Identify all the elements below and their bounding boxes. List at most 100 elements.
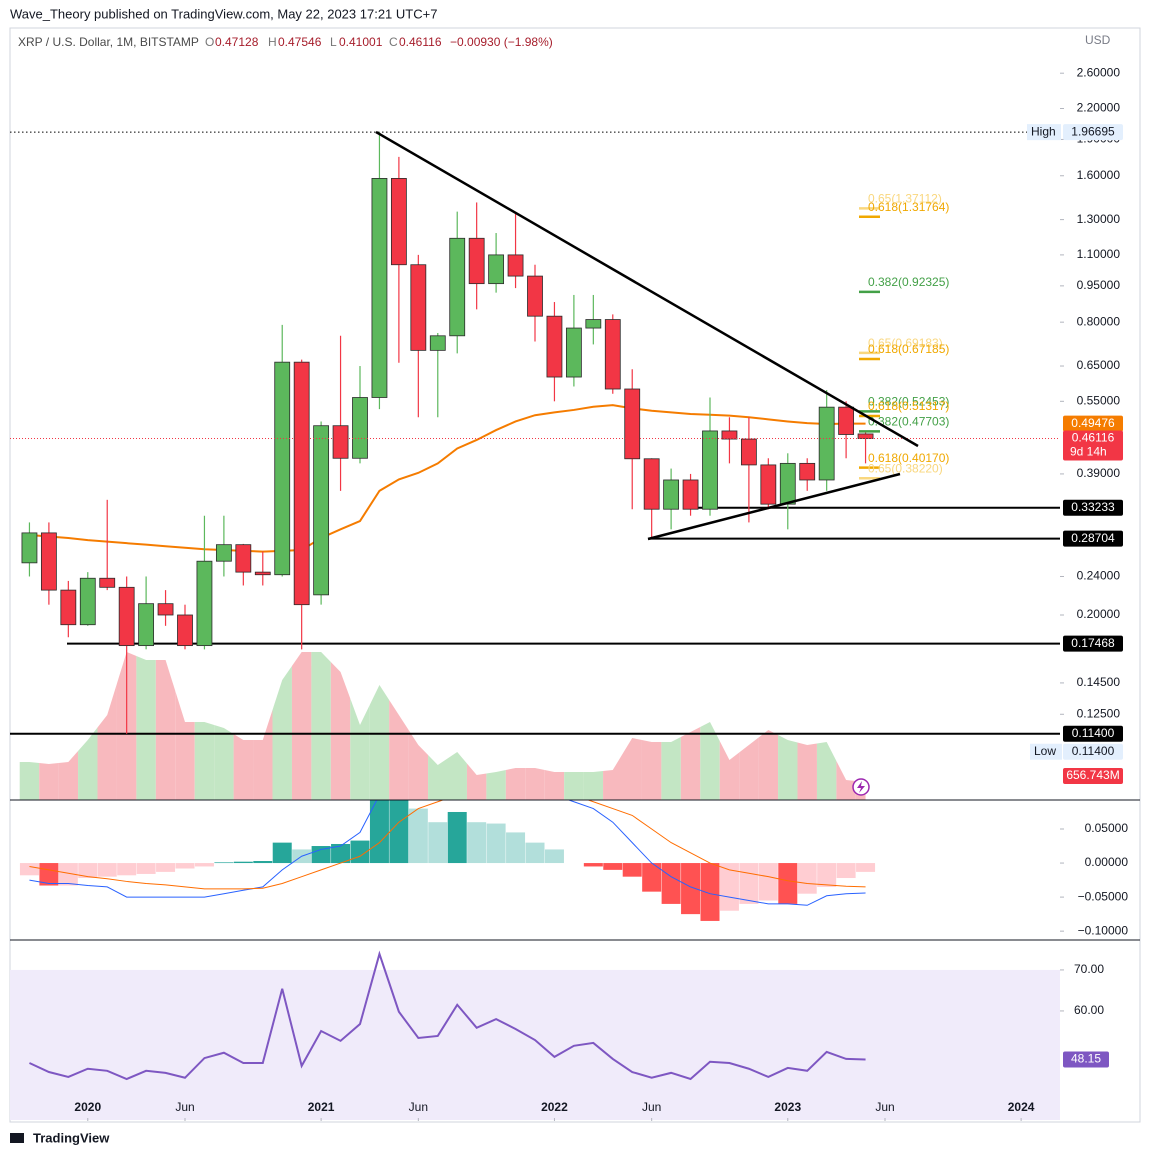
candle-body	[118, 586, 135, 647]
level-tag: 0.11400	[1072, 744, 1115, 758]
ohlc-value: 0.47546	[278, 35, 322, 49]
axis-unit: USD	[1085, 33, 1111, 47]
macd-bar	[136, 863, 156, 874]
candle-body	[60, 589, 77, 626]
macd-bar	[797, 863, 817, 894]
candle-body	[527, 275, 543, 317]
ema-tag: 0.49476	[1071, 416, 1115, 430]
macd-bar	[214, 862, 234, 864]
y-tick-label: 0.39000	[1077, 466, 1121, 480]
countdown: 9d 14h	[1070, 445, 1107, 459]
candle-body	[332, 425, 349, 459]
macd-bar	[389, 800, 409, 864]
x-tick-label: 2022	[541, 1100, 568, 1114]
y-tick-label: 2.60000	[1077, 65, 1121, 79]
candle-body	[40, 532, 57, 591]
fib-label: 0.618(0.40170)	[868, 451, 949, 465]
rsi-line	[29, 950, 866, 1081]
candle-body	[818, 406, 835, 481]
candle-body	[663, 479, 680, 510]
macd-bar	[856, 863, 876, 872]
volume-area	[253, 710, 273, 800]
macd-bar	[331, 843, 351, 864]
candle-body	[371, 178, 388, 398]
candle-body	[79, 577, 96, 626]
fib-label: 0.618(0.51317)	[868, 399, 949, 413]
x-tick-label: Jun	[875, 1100, 894, 1114]
volume-area	[291, 652, 312, 800]
volume-tag: 656.743M	[1066, 768, 1119, 782]
y-tick-label: 0.14500	[1077, 675, 1121, 689]
y-tick-label: 0.55000	[1077, 393, 1121, 407]
candle-body	[274, 361, 291, 576]
macd-bar	[758, 863, 778, 901]
candle-body	[410, 264, 427, 351]
fib-label: 0.382(0.92325)	[868, 275, 949, 289]
macd-bar	[700, 863, 720, 921]
macd-bar	[19, 863, 39, 876]
rsi-pane	[10, 950, 1060, 1120]
y-tick-label: 1.30000	[1077, 212, 1121, 226]
macd-bar	[97, 863, 117, 877]
fib-label: 0.65(0.69183)	[868, 336, 943, 350]
level-tag-box	[1063, 725, 1123, 742]
volume-area	[700, 722, 720, 800]
y-tick-label: 2.20000	[1077, 101, 1121, 115]
ohlc-letter: C	[389, 35, 398, 49]
candle-body	[99, 577, 116, 588]
volume-area	[583, 771, 604, 800]
level-tag-box	[1063, 499, 1123, 516]
candle-body	[468, 237, 485, 285]
level-tag: 0.11400	[1072, 726, 1115, 740]
volume-area	[603, 754, 623, 800]
y-tick-label: 0.65000	[1077, 358, 1121, 372]
level-tag: 0.33233	[1071, 500, 1115, 514]
y-tick-label: 0.00000	[1085, 855, 1129, 869]
volume-area	[564, 772, 584, 800]
y-tick-label: −0.05000	[1078, 889, 1129, 903]
candle-body	[157, 603, 174, 616]
rsi-tag: 48.15	[1071, 1052, 1101, 1066]
candle-body	[546, 315, 563, 378]
level-tag-box	[1063, 743, 1123, 760]
volume-area	[428, 754, 448, 800]
volume-area	[661, 737, 681, 800]
macd-bar	[428, 822, 448, 864]
macd-bar	[622, 863, 642, 877]
macd-bar	[369, 800, 389, 864]
candle-body	[449, 237, 466, 337]
macd-bar	[486, 823, 506, 864]
candle-body	[721, 430, 738, 440]
macd-bar	[447, 811, 467, 864]
volume-area	[836, 761, 856, 800]
y-tick-label: 0.80000	[1077, 314, 1121, 328]
volume-area	[466, 763, 487, 800]
frame	[9, 27, 1141, 1123]
macd-bar	[778, 863, 798, 904]
macd-bar	[58, 863, 78, 886]
volume-area	[136, 656, 156, 800]
candle-body	[352, 397, 368, 459]
volume-area	[816, 742, 837, 800]
volume-area	[622, 738, 642, 800]
volume-area	[680, 727, 701, 800]
candle-body	[138, 603, 155, 647]
macd-bar	[583, 863, 603, 867]
candle-body	[235, 544, 252, 573]
candle-body	[488, 254, 505, 285]
fib-label: 0.382(0.47703)	[868, 415, 949, 429]
macd-bar	[836, 863, 856, 879]
macd-bar	[272, 842, 292, 864]
volume-area	[214, 725, 234, 800]
fib-label: 0.618(1.31764)	[868, 200, 949, 214]
volume-area	[739, 737, 759, 800]
candle-body	[565, 327, 582, 378]
candle-body	[429, 335, 446, 351]
symbol-title: XRP / U.S. Dollar, 1M, BITSTAMP	[18, 35, 199, 49]
x-tick-label: 2020	[74, 1100, 101, 1114]
macd-bar	[194, 863, 214, 867]
volume-area	[505, 768, 526, 800]
high-tag: High	[1031, 124, 1056, 138]
volume-area	[778, 735, 798, 800]
candle-body	[293, 361, 310, 606]
